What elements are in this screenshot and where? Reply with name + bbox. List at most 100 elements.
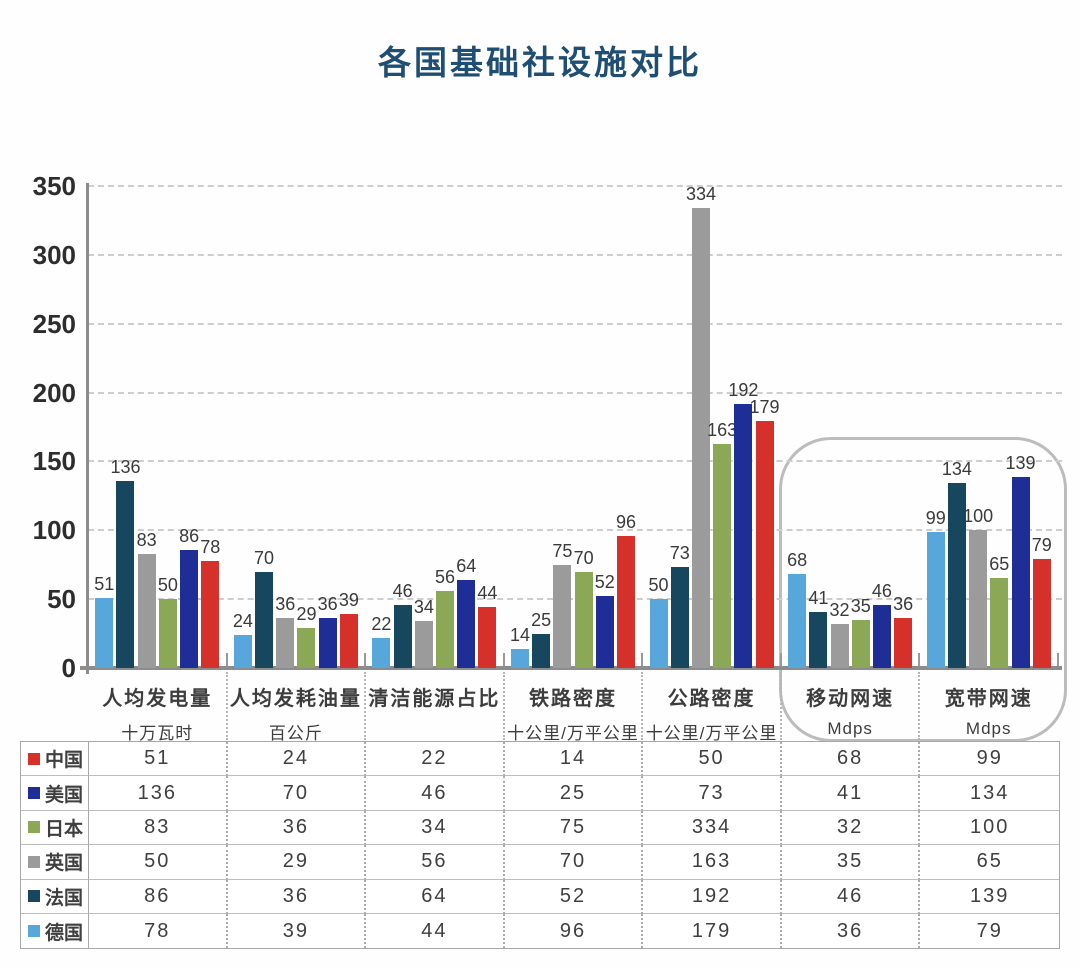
table-cell: 34 [366, 810, 505, 846]
bar-中国-移动网速 [788, 574, 807, 668]
gridline [88, 391, 1062, 394]
table-cell: 100 [920, 811, 1059, 846]
category-label-清洁能源占比: 清洁能源占比 [365, 682, 504, 719]
table-cell: 68 [781, 742, 921, 777]
bar-德国-宽带网速 [1032, 559, 1051, 668]
bar-value-label: 32 [829, 599, 850, 620]
category-unit: 百公斤 [268, 724, 323, 743]
gridline [88, 322, 1062, 325]
chart-title: 各国基础社设施对比 [378, 44, 702, 81]
bar-美国-铁路密度 [532, 633, 551, 668]
bar-中国-铁路密度 [511, 648, 529, 668]
category-label-人均发耗油量: 人均发耗油量 百公斤 [227, 682, 366, 744]
table-cell: 36 [227, 810, 367, 846]
table-cell: 39 [228, 913, 367, 949]
category-name: 宽带网速 [944, 688, 1033, 710]
y-axis-tick-label: 200 [32, 377, 76, 408]
x-axis-group-tick [918, 653, 921, 666]
y-axis-tick-label: 50 [47, 584, 76, 615]
bar-日本-人均发耗油量 [276, 618, 295, 668]
table-cell: 70 [227, 776, 367, 811]
bar-中国-人均发电量 [95, 597, 114, 668]
y-axis-tick-label: 0 [61, 653, 76, 683]
table-cell: 70 [504, 845, 644, 880]
bar-value-label: 46 [392, 580, 413, 601]
x-axis-group-tick [225, 653, 228, 666]
gridline [88, 253, 1062, 256]
bar-value-label: 139 [1005, 452, 1036, 473]
category-separator [779, 672, 782, 740]
table-cell: 139 [920, 880, 1059, 914]
table-cell: 73 [643, 776, 782, 811]
y-axis-tick-label: 100 [32, 515, 76, 546]
category-unit: 十万瓦时 [121, 724, 194, 743]
table-cell: 86 [89, 879, 228, 914]
bar-美国-清洁能源占比 [393, 604, 412, 668]
bar-中国-公路密度 [649, 599, 668, 668]
y-axis-line [86, 183, 89, 674]
bar-value-label: 51 [94, 573, 115, 594]
bar-value-label: 179 [749, 397, 780, 418]
category-label-移动网速: 移动网速 Mdps [781, 682, 920, 739]
data-table: 中国 51 24 22 14 50 68 99 美国 136 70 46 25 73 41 134 日本 83 36… [20, 741, 1060, 950]
bar-中国-清洁能源占比 [372, 637, 391, 668]
category-separator [364, 672, 367, 740]
bar-德国-移动网速 [894, 618, 913, 668]
table-row-country-日本: 日本 [21, 810, 89, 846]
table-cell: 41 [781, 776, 921, 811]
bar-法国-清洁能源占比 [457, 579, 476, 668]
table-cell: 46 [781, 879, 921, 914]
bar-英国-公路密度 [713, 443, 732, 668]
table-cell: 32 [781, 810, 921, 846]
country-name: 法国 [45, 887, 84, 909]
table-cell: 50 [643, 742, 782, 777]
legend-swatch [28, 752, 40, 765]
bar-value-label: 163 [707, 419, 738, 440]
table-cell: 36 [782, 913, 921, 949]
bar-法国-宽带网速 [1011, 476, 1030, 668]
table-cell: 136 [89, 776, 228, 811]
bar-value-label: 83 [136, 529, 157, 550]
bar-中国-宽带网速 [926, 531, 945, 668]
table-cell: 83 [89, 810, 228, 846]
bar-美国-移动网速 [809, 611, 828, 668]
table-row-country-英国: 英国 [21, 845, 89, 880]
bar-value-label: 56 [435, 566, 456, 587]
bar-value-label: 50 [157, 575, 178, 596]
bar-英国-人均发耗油量 [297, 628, 316, 668]
country-name: 德国 [45, 922, 84, 944]
bar-value-label: 50 [648, 575, 669, 596]
bar-日本-铁路密度 [553, 564, 572, 668]
bar-value-label: 36 [317, 594, 338, 615]
bar-value-label: 14 [509, 624, 531, 645]
category-name: 人均发耗油量 [229, 688, 362, 710]
bar-value-label: 41 [808, 587, 829, 608]
bar-德国-公路密度 [755, 421, 774, 668]
bar-德国-人均发电量 [201, 560, 220, 668]
bar-value-label: 73 [669, 543, 690, 564]
bar-英国-宽带网速 [990, 578, 1009, 668]
bar-value-label: 35 [850, 595, 871, 616]
table-cell: 46 [366, 776, 505, 811]
table-cell: 334 [643, 810, 782, 846]
country-name: 英国 [45, 853, 84, 875]
table-cell: 44 [366, 913, 505, 949]
category-unit: 十公里/万平公里 [507, 724, 639, 743]
bar-中国-人均发耗油量 [233, 634, 252, 668]
category-name: 铁路密度 [528, 688, 617, 710]
x-axis-group-tick [641, 653, 644, 666]
bar-value-label: 100 [963, 506, 994, 527]
legend-swatch [28, 890, 40, 903]
x-axis-group-tick [502, 653, 505, 666]
category-separator [641, 672, 644, 740]
table-cell: 51 [89, 742, 228, 777]
y-axis-tick-label: 300 [32, 239, 76, 270]
bar-value-label: 334 [685, 184, 716, 205]
y-axis-tick-label: 350 [32, 171, 76, 201]
bar-法国-人均发电量 [180, 549, 199, 668]
bar-value-label: 75 [552, 540, 573, 561]
table-cell: 75 [504, 810, 644, 846]
bar-德国-人均发耗油量 [339, 614, 358, 668]
bar-美国-宽带网速 [947, 483, 966, 668]
bar-美国-人均发电量 [116, 480, 135, 668]
